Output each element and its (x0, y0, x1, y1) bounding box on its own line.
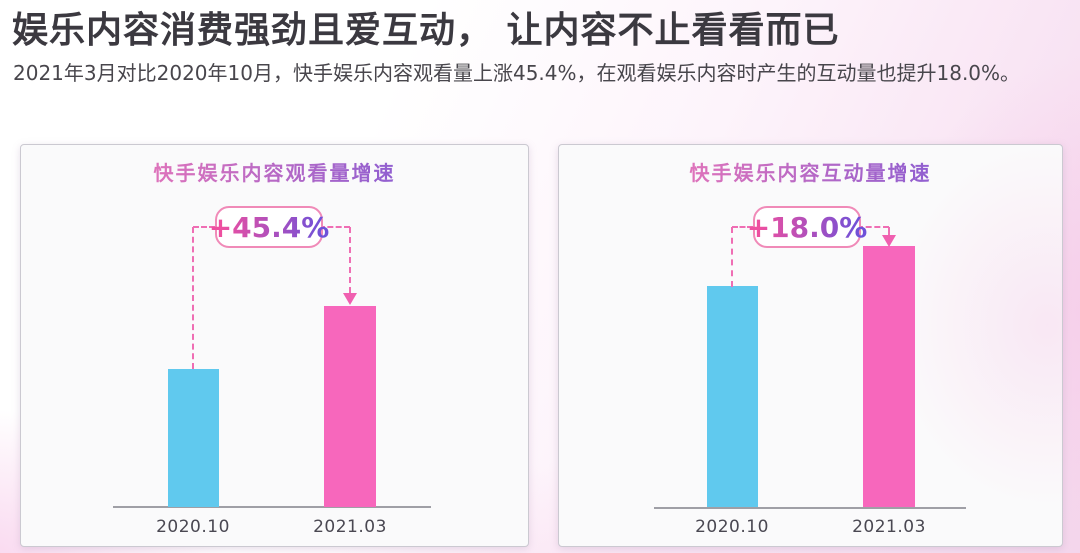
x-axis (113, 506, 431, 508)
bar-2021-03 (863, 246, 915, 507)
x-tick-label: 2020.10 (156, 517, 230, 537)
bar-2021-03 (324, 306, 376, 507)
x-tick-label: 2020.10 (695, 517, 769, 537)
growth-badge: +18.0% (747, 206, 867, 248)
chart-card-view-growth: 快手娱乐内容观看量增速 +45.4% 2020.10 2021.03 (20, 144, 529, 547)
x-tick-label: 2021.03 (852, 517, 926, 537)
page-title: 娱乐内容消费强劲且爱互动， 让内容不止看看而已 (12, 10, 840, 51)
connector-line-left (193, 226, 215, 228)
connector-line-right (319, 226, 350, 228)
x-axis (654, 507, 966, 509)
connector-line-right (857, 226, 889, 228)
connector-line-down-right (349, 227, 351, 293)
chart-title: 快手娱乐内容互动量增速 (559, 157, 1062, 186)
x-tick-label: 2021.03 (313, 517, 387, 537)
bar-2020-10 (168, 369, 219, 507)
chart-card-interaction-growth: 快手娱乐内容互动量增速 +18.0% 2020.10 2021.03 (558, 144, 1063, 547)
connector-line-down-right (888, 227, 890, 235)
chart-title: 快手娱乐内容观看量增速 (21, 157, 528, 186)
growth-badge-value: +18.0% (746, 210, 868, 244)
arrow-down-icon (343, 293, 357, 305)
arrow-down-icon (882, 235, 896, 247)
connector-line-left (732, 226, 753, 228)
growth-badge-value: +45.4% (208, 210, 330, 244)
connector-line-down-left (731, 227, 733, 287)
bar-2020-10 (707, 286, 758, 507)
growth-badge: +45.4% (209, 206, 329, 248)
connector-line-down-left (192, 227, 194, 369)
page-subtitle: 2021年3月对比2020年10月，快手娱乐内容观看量上涨45.4%，在观看娱乐… (13, 61, 1021, 85)
